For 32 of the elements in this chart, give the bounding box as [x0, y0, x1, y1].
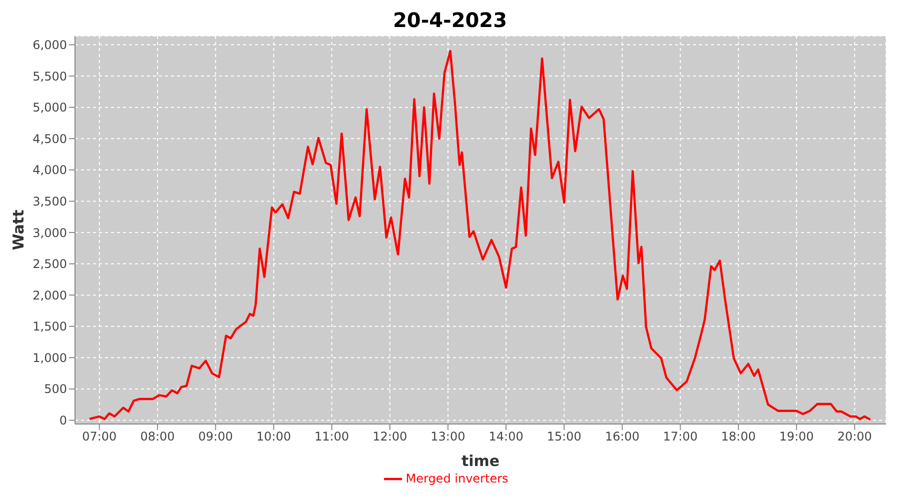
y-tick-label: 2,500: [32, 257, 67, 272]
y-tick-label: 3,500: [32, 194, 67, 208]
x-tick-label: 19:00: [779, 430, 814, 444]
x-tick-label: 08:00: [140, 430, 175, 444]
x-tick-label: 15:00: [546, 430, 582, 444]
legend-label: Merged inverters: [406, 471, 508, 486]
y-tick-label: 3,000: [32, 226, 67, 240]
x-tick-label: 09:00: [198, 430, 233, 444]
y-tick-label: 500: [44, 382, 67, 396]
y-tick-label: 2,000: [32, 288, 67, 302]
x-tick-label: 07:00: [82, 430, 117, 444]
y-tick-label: 0: [59, 414, 67, 428]
y-tick-label: 5,000: [32, 100, 67, 115]
y-tick-label: 6,000: [32, 38, 67, 52]
x-tick-label: 11:00: [314, 430, 350, 444]
y-tick-label: 1,500: [32, 320, 67, 334]
y-tick-label: 1,000: [32, 350, 67, 365]
x-tick-label: 17:00: [663, 430, 698, 444]
y-tick-label: 4,000: [32, 163, 67, 178]
y-tick-label: 4,500: [32, 132, 67, 146]
x-tick-label: 12:00: [372, 430, 408, 444]
x-tick-label: 16:00: [604, 430, 640, 444]
x-tick-label: 20:00: [837, 430, 872, 444]
x-tick-label: 18:00: [721, 430, 756, 444]
y-axis-title: Watt: [9, 210, 28, 250]
y-tick-label: 5,500: [32, 69, 67, 84]
chart-title: 20-4-2023: [392, 8, 508, 34]
line-series: [88, 50, 872, 421]
x-tick-label: 13:00: [430, 430, 466, 444]
x-tick-label: 14:00: [488, 430, 524, 444]
x-axis-title: time: [461, 452, 500, 470]
x-tick-label: 10:00: [256, 430, 291, 444]
